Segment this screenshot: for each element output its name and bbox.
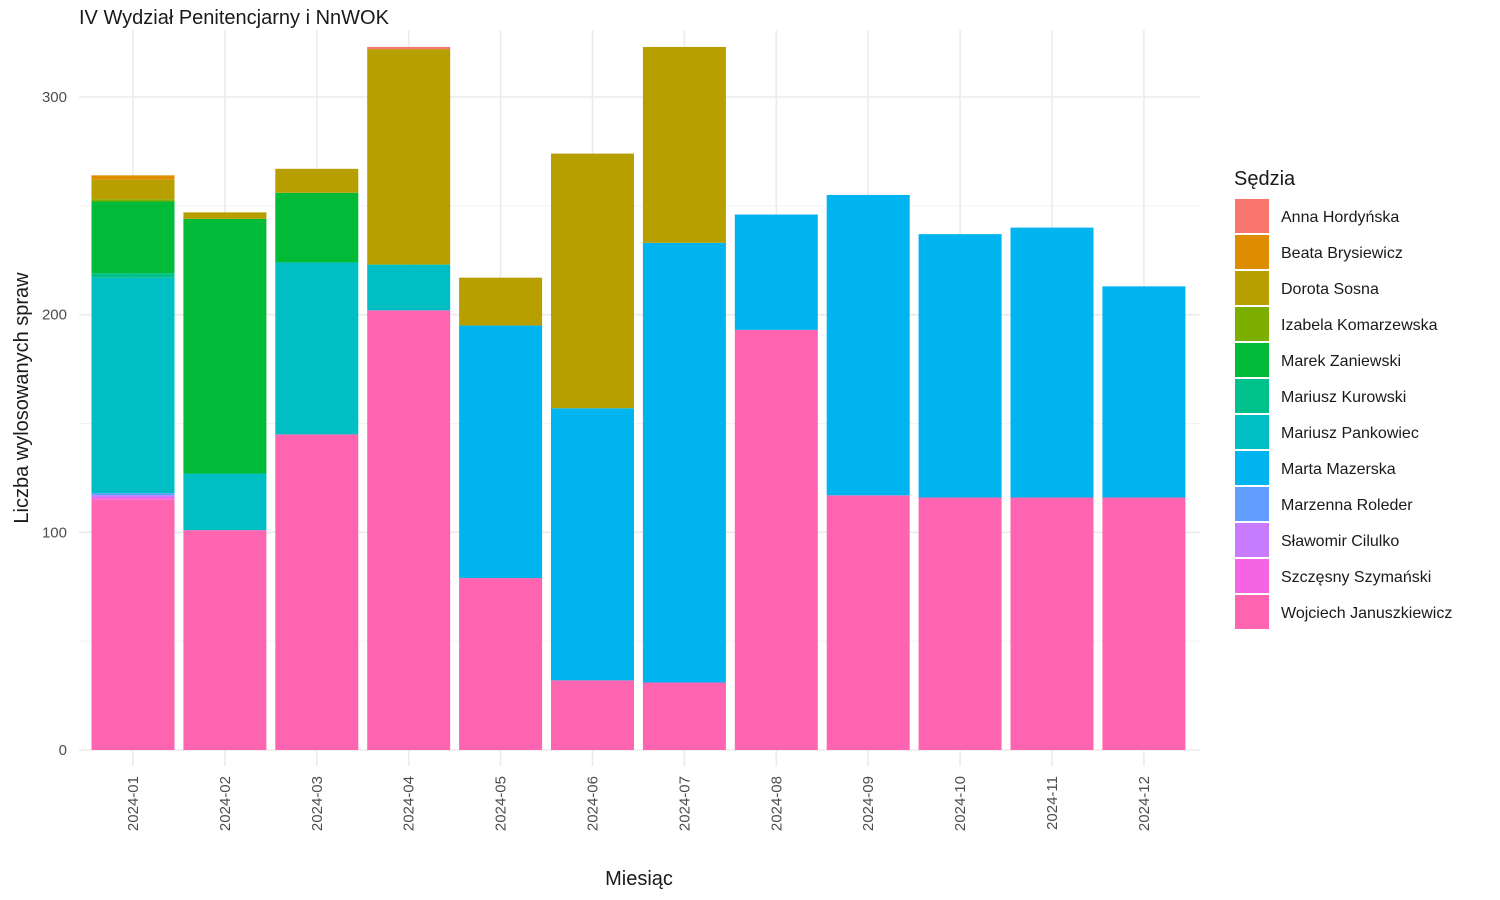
legend-swatch [1235, 379, 1269, 413]
y-axis: 0 100 200 300 [42, 89, 67, 759]
legend-swatch [1235, 307, 1269, 341]
bar-segment-2024-10-wojciech-januszkiewicz [918, 497, 1002, 750]
legend-label: Marek Zaniewski [1281, 353, 1401, 370]
bar-segment-2024-03-marek-zaniewski [275, 192, 359, 263]
x-tick-label: 2024-09 [860, 776, 877, 831]
legend-label: Szczęsny Szymański [1281, 569, 1431, 586]
bar-segment-2024-01-mariusz-pankowiec [91, 277, 175, 494]
bar-segment-2024-02-marek-zaniewski [183, 218, 267, 474]
x-axis: 2024-01 2024-02 2024-03 2024-04 2024-05 2024-… [125, 776, 1153, 831]
bar-segment-2024-04-wojciech-januszkiewicz [367, 310, 451, 750]
bar-segment-2024-04-mariusz-pankowiec [367, 264, 451, 311]
legend-swatch [1235, 523, 1269, 557]
bar-segment-2024-01-marzenna-roleder [91, 493, 175, 496]
bar-segment-2024-01-s-awomir-cilulko [91, 495, 175, 498]
bar-segment-2024-09-marta-mazerska [826, 194, 910, 496]
x-tick-label: 2024-08 [768, 776, 785, 831]
bar-segment-2024-01-izabela-komarzewska [91, 199, 175, 202]
bar-segment-2024-01-mariusz-kurowski [91, 273, 175, 278]
bar-segment-2024-04-dorota-sosna [367, 49, 451, 265]
x-axis-title: Miesiąc [605, 868, 673, 890]
bar-segment-2024-01-szcz-sny-szyma-ski [91, 497, 175, 500]
legend-swatch [1235, 559, 1269, 593]
legend-label: Sławomir Cilulko [1281, 533, 1399, 550]
legend-swatch [1235, 451, 1269, 485]
legend-swatch [1235, 199, 1269, 233]
legend-swatch [1235, 415, 1269, 449]
bar-segment-2024-05-wojciech-januszkiewicz [459, 578, 543, 750]
bar-segment-2024-06-dorota-sosna [551, 153, 634, 409]
x-tick-label: 2024-12 [1136, 776, 1153, 831]
bar-segment-2024-01-marek-zaniewski [91, 201, 175, 274]
legend-label: Mariusz Pankowiec [1281, 425, 1419, 442]
x-tick-label: 2024-05 [493, 776, 510, 831]
bar-segment-2024-10-marta-mazerska [918, 234, 1002, 498]
bar-segment-2024-11-wojciech-januszkiewicz [1010, 497, 1094, 750]
bar-segment-2024-05-dorota-sosna [459, 277, 543, 326]
chart-title: IV Wydział Penitencjarny i NnWOK [79, 7, 389, 29]
x-tick-label: 2024-10 [952, 776, 969, 831]
y-tick-label: 0 [59, 742, 67, 759]
bar-segment-2024-03-dorota-sosna [275, 168, 359, 193]
bar-segment-2024-09-wojciech-januszkiewicz [826, 495, 910, 750]
bar-segment-2024-05-marta-mazerska [459, 325, 543, 579]
x-tick-label: 2024-06 [585, 776, 602, 831]
legend: Sędzia Anna Hordyńska Beata Brysiewicz Doro… [1234, 168, 1452, 629]
y-axis-title: Liczba wylosowanych spraw [11, 272, 33, 524]
bar-segment-2024-12-marta-mazerska [1102, 286, 1186, 498]
legend-label: Mariusz Kurowski [1281, 389, 1406, 406]
bar-segment-2024-02-dorota-sosna [183, 212, 267, 219]
x-tick-label: 2024-04 [401, 776, 418, 831]
legend-label: Marta Mazerska [1281, 461, 1396, 478]
bar-segment-2024-01-beata-brysiewicz [91, 175, 175, 180]
legend-swatch [1235, 271, 1269, 305]
legend-swatch [1235, 235, 1269, 269]
y-tick-label: 100 [42, 524, 67, 541]
legend-label: Beata Brysiewicz [1281, 245, 1403, 262]
bar-segment-2024-06-marta-mazerska [551, 408, 634, 681]
legend-label: Dorota Sosna [1281, 281, 1379, 298]
legend-swatch [1235, 343, 1269, 377]
bar-segment-2024-04-anna-hordy-ska [367, 46, 451, 50]
x-tick-label: 2024-07 [676, 776, 693, 831]
bar-segment-2024-08-wojciech-januszkiewicz [734, 329, 818, 750]
bar-segment-2024-07-marta-mazerska [642, 242, 726, 683]
bar-segment-2024-07-wojciech-januszkiewicz [642, 682, 726, 750]
bar-segment-2024-07-dorota-sosna [642, 46, 726, 243]
bar-segment-2024-11-marta-mazerska [1010, 227, 1094, 498]
y-tick-label: 300 [42, 89, 67, 106]
legend-title: Sędzia [1234, 168, 1296, 190]
legend-swatch [1235, 595, 1269, 629]
legend-label: Anna Hordyńska [1281, 209, 1399, 226]
x-tick-label: 2024-11 [1044, 776, 1061, 830]
bar-segment-2024-01-wojciech-januszkiewicz [91, 499, 175, 750]
bar-segment-2024-02-mariusz-pankowiec [183, 473, 267, 531]
legend-label: Izabela Komarzewska [1281, 317, 1438, 334]
bar-segment-2024-12-wojciech-januszkiewicz [1102, 497, 1186, 750]
x-tick-label: 2024-01 [125, 776, 142, 831]
legend-label: Marzenna Roleder [1281, 497, 1413, 514]
bar-stack-group [91, 46, 1186, 750]
bar-segment-2024-06-wojciech-januszkiewicz [551, 680, 634, 750]
bar-segment-2024-01-dorota-sosna [91, 179, 175, 200]
x-tick-label: 2024-02 [217, 776, 234, 831]
y-tick-label: 200 [42, 307, 67, 324]
x-tick-label: 2024-03 [309, 776, 326, 831]
legend-swatch [1235, 487, 1269, 521]
bar-segment-2024-02-wojciech-januszkiewicz [183, 530, 267, 750]
bar-segment-2024-03-wojciech-januszkiewicz [275, 434, 359, 750]
bar-segment-2024-08-marta-mazerska [734, 214, 818, 330]
legend-label: Wojciech Januszkiewicz [1281, 605, 1452, 622]
bar-segment-2024-03-mariusz-pankowiec [275, 262, 359, 435]
